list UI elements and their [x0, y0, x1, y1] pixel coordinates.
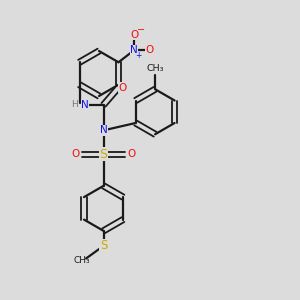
Text: −: − [136, 25, 145, 35]
Text: O: O [130, 30, 138, 40]
Text: +: + [135, 51, 142, 60]
Text: CH₃: CH₃ [73, 256, 90, 265]
Text: O: O [146, 45, 154, 55]
Text: H: H [71, 100, 77, 109]
Text: N: N [100, 125, 107, 135]
Text: S: S [100, 239, 107, 252]
Text: O: O [128, 149, 136, 159]
Text: N: N [130, 45, 138, 55]
Text: N: N [81, 100, 89, 110]
Text: S: S [100, 148, 107, 161]
Text: O: O [71, 149, 80, 159]
Text: O: O [118, 83, 127, 93]
Text: CH₃: CH₃ [146, 64, 164, 73]
